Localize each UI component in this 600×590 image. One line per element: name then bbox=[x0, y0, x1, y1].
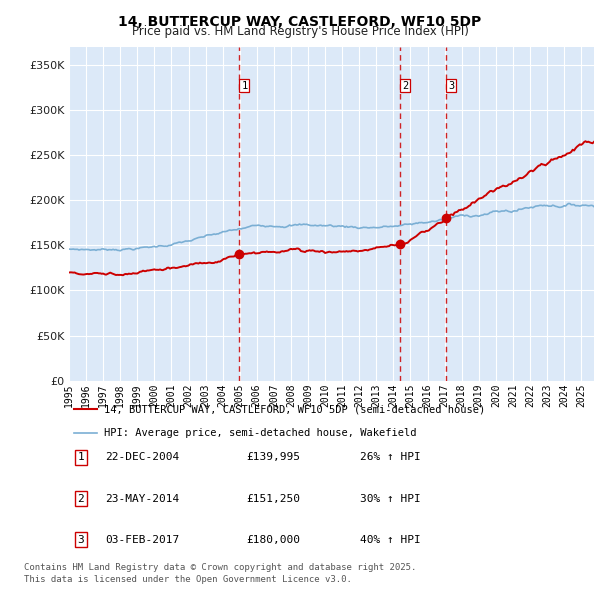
Text: This data is licensed under the Open Government Licence v3.0.: This data is licensed under the Open Gov… bbox=[24, 575, 352, 584]
Text: 1: 1 bbox=[241, 81, 248, 90]
Text: 14, BUTTERCUP WAY, CASTLEFORD, WF10 5DP: 14, BUTTERCUP WAY, CASTLEFORD, WF10 5DP bbox=[118, 15, 482, 29]
Text: 1: 1 bbox=[77, 453, 85, 462]
Text: Contains HM Land Registry data © Crown copyright and database right 2025.: Contains HM Land Registry data © Crown c… bbox=[24, 563, 416, 572]
Text: HPI: Average price, semi-detached house, Wakefield: HPI: Average price, semi-detached house,… bbox=[104, 428, 416, 438]
Text: 26% ↑ HPI: 26% ↑ HPI bbox=[360, 453, 421, 462]
Text: 3: 3 bbox=[448, 81, 454, 90]
Text: £151,250: £151,250 bbox=[246, 494, 300, 503]
Text: 03-FEB-2017: 03-FEB-2017 bbox=[105, 535, 179, 545]
Text: 2: 2 bbox=[77, 494, 85, 503]
Text: £180,000: £180,000 bbox=[246, 535, 300, 545]
Text: 2: 2 bbox=[402, 81, 409, 90]
Text: 22-DEC-2004: 22-DEC-2004 bbox=[105, 453, 179, 462]
Text: 14, BUTTERCUP WAY, CASTLEFORD, WF10 5DP (semi-detached house): 14, BUTTERCUP WAY, CASTLEFORD, WF10 5DP … bbox=[104, 404, 485, 414]
Text: £139,995: £139,995 bbox=[246, 453, 300, 462]
Text: 40% ↑ HPI: 40% ↑ HPI bbox=[360, 535, 421, 545]
Text: 23-MAY-2014: 23-MAY-2014 bbox=[105, 494, 179, 503]
Text: 3: 3 bbox=[77, 535, 85, 545]
Text: Price paid vs. HM Land Registry's House Price Index (HPI): Price paid vs. HM Land Registry's House … bbox=[131, 25, 469, 38]
Text: 30% ↑ HPI: 30% ↑ HPI bbox=[360, 494, 421, 503]
